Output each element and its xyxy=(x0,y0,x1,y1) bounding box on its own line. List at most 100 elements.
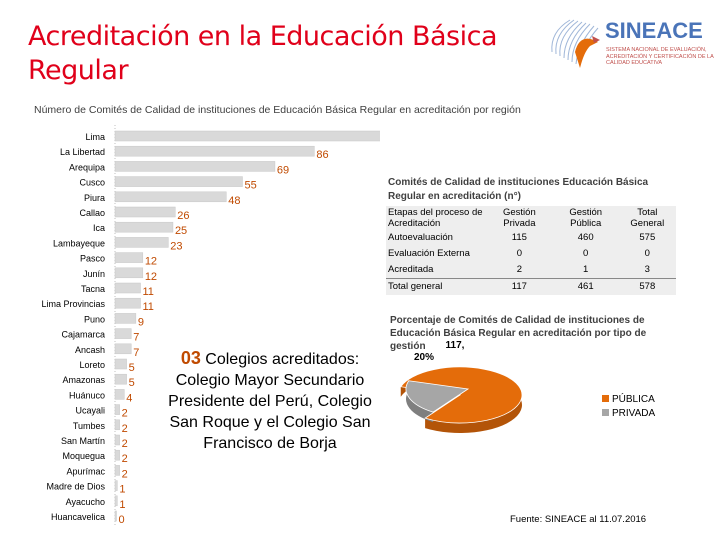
value-label: 7 xyxy=(133,347,139,359)
value-label: 2 xyxy=(122,438,128,450)
pie-slice-side xyxy=(406,380,434,423)
value-label: 11 xyxy=(142,286,153,298)
bar xyxy=(114,465,120,476)
table-total-row: Total general 117 461 578 xyxy=(386,278,676,295)
table-cell: 0 xyxy=(583,248,589,259)
value-label: 48 xyxy=(228,195,240,207)
category-label: Tacna xyxy=(81,284,105,294)
table-cell: Evaluación Externa xyxy=(388,248,470,259)
bar xyxy=(114,449,120,461)
accreditation-table: Etapas del proceso de Acreditación Gesti… xyxy=(386,206,676,295)
category-label: Lambayeque xyxy=(53,238,105,248)
category-label: Ucayali xyxy=(75,406,105,416)
pie-slice-publica xyxy=(400,366,523,424)
bar xyxy=(114,313,137,324)
table-cell: 461 xyxy=(552,278,619,295)
logo-subtitle: Sistema Nacional de Evaluación, Acredita… xyxy=(606,47,714,66)
table-header-total: Total General xyxy=(630,207,665,229)
bar xyxy=(114,495,118,507)
accredited-callout: 03 Colegios acreditados: Colegio Mayor S… xyxy=(160,348,380,454)
bar xyxy=(114,267,144,279)
bar-chart-title: Número de Comités de Calidad de instituc… xyxy=(34,104,521,116)
value-label: 25 xyxy=(175,225,187,237)
category-label: Tumbes xyxy=(73,421,106,431)
category-label: Junín xyxy=(83,269,105,279)
table-title: Comités de Calidad de instituciones Educ… xyxy=(388,177,649,202)
bar xyxy=(114,237,169,248)
bar xyxy=(114,130,380,142)
value-label: 5 xyxy=(129,377,135,389)
table-header-private: Gestión Privada xyxy=(503,207,536,229)
table-cell: 0 xyxy=(644,248,650,259)
bar xyxy=(114,282,141,294)
value-label: 2 xyxy=(122,468,128,480)
value-label: 55 xyxy=(244,180,256,192)
bar xyxy=(114,510,117,522)
value-label: 12 xyxy=(145,271,157,283)
value-label: 5 xyxy=(129,362,135,374)
table-header-row: Etapas del proceso de Acreditación Gesti… xyxy=(386,206,676,230)
legend-label: PÚBLICA xyxy=(612,392,655,405)
category-label: San Martín xyxy=(61,436,105,446)
value-label: 1 xyxy=(119,484,125,496)
sineace-logo-icon xyxy=(551,19,600,68)
table-cell: 2 xyxy=(516,264,523,275)
table-cell: Autoevaluación xyxy=(388,232,453,243)
source-note: Fuente: SINEACE al 11.07.2016 xyxy=(510,514,647,525)
table-cell: 117 xyxy=(486,278,553,295)
category-label: Madre de Dios xyxy=(46,482,105,492)
category-label: Huánuco xyxy=(69,390,105,400)
table-cell: 1 xyxy=(583,264,589,275)
value-label: 9 xyxy=(138,316,144,328)
category-label: Cajamarca xyxy=(61,330,105,340)
pie-chart-title: Porcentaje de Comités de Calidad de inst… xyxy=(390,315,647,352)
bar xyxy=(114,161,276,172)
category-label: Arequipa xyxy=(69,162,105,172)
privada-value-label: 117, xyxy=(446,340,465,351)
value-label: 2 xyxy=(122,453,128,465)
table-cell: 115 xyxy=(511,232,527,243)
table-row: Autoevaluación 115 460 575 xyxy=(386,230,676,246)
category-label: Lima xyxy=(85,132,105,142)
category-label: Amazonas xyxy=(62,375,105,385)
value-label: 2 xyxy=(122,408,128,420)
category-label: Loreto xyxy=(79,360,105,370)
region-bar-chart: Lima 1 5 1 La Libertad 86 Arequipa 69 Cusco 55 Piu… xyxy=(41,125,380,527)
bar xyxy=(114,206,176,218)
bar xyxy=(114,297,141,309)
legend-label: PRIVADA xyxy=(612,408,655,419)
category-label: Ayacucho xyxy=(66,497,105,507)
accredited-count: 03 xyxy=(180,348,201,368)
value-label: 86 xyxy=(316,149,328,161)
table-row: Acreditada 2 1 3 xyxy=(386,262,676,279)
bar xyxy=(114,221,174,233)
management-pie-chart: 117, 20% 461, 80% PÚBLICA PRIVADA xyxy=(400,340,655,433)
category-label: Lima Provincias xyxy=(41,299,105,309)
publica-value-label: 461, xyxy=(538,398,558,409)
table-row: Evaluación Externa 0 0 0 xyxy=(386,246,676,262)
category-label: Pasco xyxy=(80,254,105,264)
value-label: 23 xyxy=(170,240,182,252)
value-label: 7 xyxy=(133,332,139,344)
table-cell: 460 xyxy=(577,232,594,243)
value-label: 69 xyxy=(277,164,289,176)
category-label: Callao xyxy=(79,208,105,218)
category-label: La Libertad xyxy=(60,147,105,157)
value-label: 2 xyxy=(122,423,128,435)
bar xyxy=(114,252,144,263)
bar xyxy=(114,328,132,339)
table-cell: 578 xyxy=(618,278,676,295)
value-label: 1 xyxy=(119,499,125,511)
bar xyxy=(114,358,127,370)
category-label: Huancavelica xyxy=(51,512,105,522)
table-cell: Total general xyxy=(386,278,486,295)
value-label: 11 xyxy=(142,301,153,313)
bar xyxy=(114,145,315,157)
category-label: Piura xyxy=(84,193,105,203)
legend-swatch xyxy=(602,395,609,402)
bar xyxy=(114,373,127,385)
accredited-heading: Colegios acreditados: xyxy=(205,351,360,368)
bar xyxy=(114,480,118,491)
table-header-stage: Etapas del proceso de Acreditación xyxy=(388,207,483,229)
publica-percent-label: 80% xyxy=(540,412,560,423)
